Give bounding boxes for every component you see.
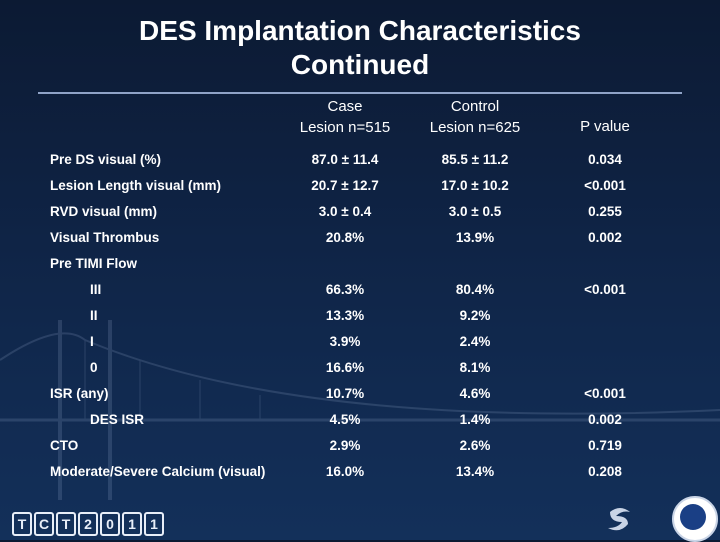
row-control: 13.9% (455, 230, 495, 245)
table-row: RVD visual (mm) 3.0 ± 0.4 3.0 ± 0.5 0.25… (38, 204, 682, 228)
row-case: 66.3% (325, 282, 365, 297)
header-control: Control Lesion n=625 (410, 96, 540, 138)
row-label: III (90, 282, 102, 297)
logo-letter: C (34, 512, 54, 536)
row-pvalue: 0.208 (588, 464, 622, 479)
row-case: 4.5% (329, 412, 361, 427)
tct-2011-logo: T C T 2 0 1 1 (12, 512, 164, 536)
row-case: 13.3% (325, 308, 365, 323)
table-row: Pre DS visual (%) 87.0 ± 11.4 85.5 ± 11.… (38, 152, 682, 176)
row-control: 1.4% (459, 412, 491, 427)
row-label: ISR (any) (50, 386, 109, 401)
row-case: 20.7 ± 12.7 (311, 178, 379, 193)
row-label: I (90, 334, 94, 349)
row-case: 20.8% (325, 230, 365, 245)
row-pvalue: 0.002 (588, 412, 622, 427)
logo-letter: 0 (100, 512, 120, 536)
logo-letter: T (12, 512, 32, 536)
row-case: 16.6% (325, 360, 365, 375)
row-case: 3.0 ± 0.4 (318, 204, 372, 219)
row-pvalue: 0.255 (588, 204, 622, 219)
row-control: 17.0 ± 10.2 (441, 178, 509, 193)
table-row: CTO 2.9% 2.6% 0.719 (38, 438, 682, 462)
row-control: 80.4% (455, 282, 495, 297)
table-row: Lesion Length visual (mm) 20.7 ± 12.7 17… (38, 178, 682, 202)
row-pvalue: <0.001 (584, 282, 626, 297)
table-row: Moderate/Severe Calcium (visual) 16.0% 1… (38, 464, 682, 488)
row-label: CTO (50, 438, 79, 453)
table-row: ISR (any) 10.7% 4.6% <0.001 (38, 386, 682, 410)
row-control: 3.0 ± 0.5 (448, 204, 502, 219)
row-control: 2.6% (459, 438, 491, 453)
society-swirl-logo (608, 508, 630, 531)
row-label: 0 (90, 360, 98, 375)
table-row: DES ISR 4.5% 1.4% 0.002 (38, 412, 682, 436)
cardiology-seal-logo (672, 496, 718, 542)
slide-title: DES Implantation Characteristics Continu… (0, 14, 720, 82)
row-control: 4.6% (459, 386, 491, 401)
row-control: 8.1% (459, 360, 491, 375)
table-top-rule (38, 92, 682, 94)
table-row-section: Pre TIMI Flow (38, 256, 682, 280)
row-label: Moderate/Severe Calcium (visual) (50, 464, 266, 479)
row-pvalue: 0.002 (588, 230, 622, 245)
title-line-2: Continued (290, 49, 430, 80)
row-pvalue: 0.719 (588, 438, 622, 453)
characteristics-table: Case Lesion n=515 Control Lesion n=625 P… (38, 96, 682, 492)
row-case: 10.7% (325, 386, 365, 401)
logo-letter: T (56, 512, 76, 536)
row-pvalue: 0.034 (588, 152, 622, 167)
row-control: 9.2% (459, 308, 491, 323)
row-pvalue: <0.001 (584, 178, 626, 193)
header-pvalue: P value (580, 118, 630, 135)
row-label: DES ISR (90, 412, 145, 427)
header-control-line1: Control (450, 98, 500, 115)
logo-letter: 1 (122, 512, 142, 536)
row-label: Lesion Length visual (mm) (50, 178, 222, 193)
row-control: 2.4% (459, 334, 491, 349)
header-case: Case Lesion n=515 (280, 96, 410, 138)
header-case-line1: Case (327, 98, 363, 115)
row-label: Visual Thrombus (50, 230, 160, 245)
table-row: Visual Thrombus 20.8% 13.9% 0.002 (38, 230, 682, 254)
row-case: 87.0 ± 11.4 (311, 152, 379, 167)
table-row: I 3.9% 2.4% (38, 334, 682, 358)
slide-footer: T C T 2 0 1 1 (0, 496, 720, 542)
table-row: 0 16.6% 8.1% (38, 360, 682, 384)
table-row: III 66.3% 80.4% <0.001 (38, 282, 682, 306)
seal-center-icon (680, 504, 706, 530)
logo-letter: 2 (78, 512, 98, 536)
row-control: 85.5 ± 11.2 (441, 152, 509, 167)
header-case-line2: Lesion n=515 (299, 119, 391, 136)
row-pvalue: <0.001 (584, 386, 626, 401)
title-line-1: DES Implantation Characteristics (139, 15, 581, 46)
header-control-line2: Lesion n=625 (429, 119, 521, 136)
row-control: 13.4% (455, 464, 495, 479)
table-row: II 13.3% 9.2% (38, 308, 682, 332)
row-label: II (90, 308, 98, 323)
section-label: Pre TIMI Flow (50, 256, 138, 271)
row-label: Pre DS visual (%) (50, 152, 162, 167)
row-case: 3.9% (329, 334, 361, 349)
row-case: 2.9% (329, 438, 361, 453)
row-label: RVD visual (mm) (50, 204, 158, 219)
logo-letter: 1 (144, 512, 164, 536)
row-case: 16.0% (325, 464, 365, 479)
